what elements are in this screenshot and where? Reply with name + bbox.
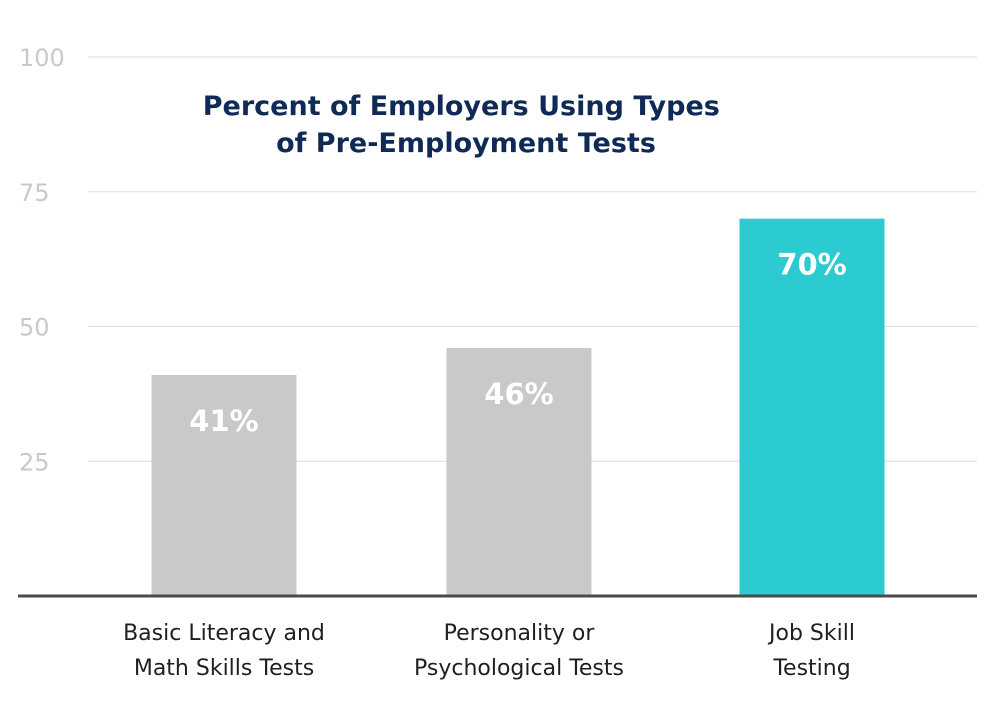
chart-title-line-2: of Pre-Employment Tests — [276, 128, 656, 159]
chart-title: Percent of Employers Using Types of Pre-… — [203, 91, 730, 159]
bar — [151, 375, 297, 596]
y-tick-label: 25 — [19, 448, 50, 476]
bar — [446, 348, 592, 596]
category-label: Job Skill Testing — [767, 621, 855, 681]
category-label-line: Math Skills Tests — [134, 656, 314, 681]
y-tick-label: 75 — [19, 179, 50, 207]
data-label: 70% — [777, 248, 846, 282]
bar — [739, 218, 885, 596]
category-label-line: Psychological Tests — [414, 656, 624, 681]
category-label-line: Job Skill — [767, 621, 855, 646]
category-label-line: Basic Literacy and — [123, 621, 325, 646]
chart-title-line-1: Percent of Employers Using Types — [203, 91, 720, 122]
category-label: Basic Literacy and Math Skills Tests — [123, 621, 325, 681]
y-axis-ticks: 25 50 75 100 — [19, 44, 65, 476]
y-tick-label: 100 — [19, 44, 65, 72]
category-labels: Basic Literacy and Math Skills Tests Perso… — [123, 621, 855, 681]
data-labels: 41% 46% 70% — [189, 248, 846, 438]
data-label: 41% — [189, 404, 258, 438]
data-label: 46% — [484, 377, 553, 411]
category-label: Personality or Psychological Tests — [414, 621, 624, 681]
category-label-line: Testing — [772, 656, 850, 681]
category-label-line: Personality or — [444, 621, 596, 646]
y-tick-label: 50 — [19, 314, 50, 342]
bars — [151, 218, 885, 596]
